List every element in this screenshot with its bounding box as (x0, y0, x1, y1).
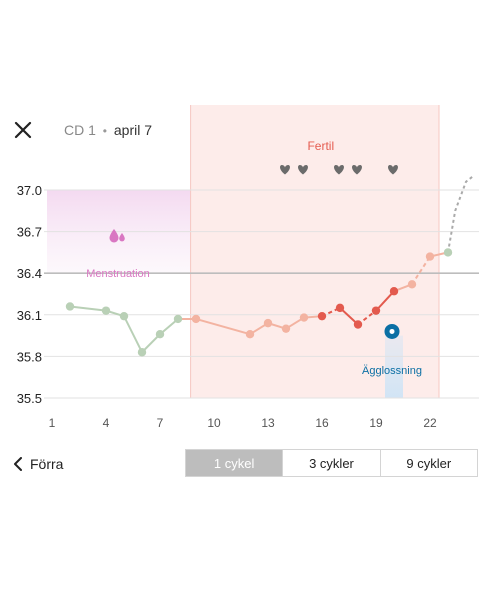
temperature-point (263, 318, 273, 328)
projection-line (447, 175, 474, 253)
x-tick-label: 4 (103, 416, 110, 430)
tab-3-cycles[interactable]: 3 cykler (282, 450, 379, 476)
cycle-date: april 7 (113, 122, 153, 138)
heart-icon (298, 165, 308, 175)
fertile-label: Fertil (307, 139, 334, 153)
temperature-point (353, 320, 363, 329)
ovulation-zone (385, 335, 403, 398)
temperature-point (173, 314, 183, 324)
series-segment (375, 290, 395, 312)
egg-icon (384, 323, 400, 339)
temperature-point (155, 330, 165, 339)
drop-icon-large (109, 229, 119, 243)
heart-icon (334, 165, 344, 175)
drop-icon (109, 229, 125, 243)
close-icon (14, 121, 32, 139)
temperature-point (65, 302, 75, 311)
egg-icon-inner (389, 328, 395, 334)
series-segment (195, 317, 251, 336)
temperature-point (371, 306, 381, 315)
heart-icon (280, 165, 290, 175)
series-segment (123, 315, 143, 353)
tab-1-cycle[interactable]: 1 cykel (186, 450, 283, 476)
heart-icon (388, 165, 398, 175)
drop-icon-small (119, 233, 125, 242)
temperature-point (119, 311, 129, 321)
cycle-range-selector: 1 cykel 3 cykler 9 cykler (185, 449, 478, 477)
previous-cycle-button[interactable]: Förra (12, 454, 63, 474)
temperature-point (245, 330, 255, 339)
chevron-left-icon (14, 457, 22, 471)
temperature-point (407, 280, 417, 289)
separator-dot: • (102, 124, 107, 138)
temperature-point (317, 311, 327, 321)
series-segment (141, 333, 161, 353)
y-tick-label: 37.0 (17, 183, 42, 198)
series-segment (69, 305, 107, 312)
x-tick-label: 10 (207, 416, 221, 430)
heart-icon (352, 165, 362, 175)
x-tick-label: 16 (315, 416, 329, 430)
y-tick-label: 36.7 (17, 225, 42, 240)
cycle-day: CD 1 (64, 122, 96, 138)
y-tick-label: 36.1 (17, 308, 42, 323)
temperature-point (389, 287, 399, 296)
temperature-point (281, 324, 291, 333)
series-segment (411, 256, 431, 285)
x-tick-label: 19 (369, 416, 383, 430)
x-tick-label: 22 (423, 416, 437, 430)
temperature-point (191, 314, 201, 324)
temperature-point (425, 252, 435, 261)
temperature-point (443, 248, 453, 257)
cycle-day-label: CD 1 • april 7 (64, 122, 152, 138)
ovulation-label: Ägglossning (362, 365, 422, 377)
y-tick-label: 35.8 (17, 349, 42, 364)
y-tick-label: 35.5 (17, 391, 42, 406)
temperature-point (335, 303, 345, 313)
close-button[interactable] (10, 117, 36, 143)
temperature-point (101, 306, 111, 315)
temperature-point (137, 348, 147, 357)
previous-cycle-label: Förra (30, 456, 64, 472)
temperature-point (299, 313, 309, 322)
y-tick-label: 36.4 (17, 266, 42, 281)
x-tick-label: 7 (157, 416, 164, 430)
x-tick-label: 13 (261, 416, 275, 430)
tab-9-cycles[interactable]: 9 cykler (379, 450, 477, 476)
menstruation-label: Menstruation (86, 268, 150, 280)
temperature-chart: 37.0 36.7 36.4 36.1 35.8 35.5 1 4 7 10 13 16 19 22 Fer… (17, 105, 479, 430)
x-tick-label: 1 (49, 416, 56, 430)
